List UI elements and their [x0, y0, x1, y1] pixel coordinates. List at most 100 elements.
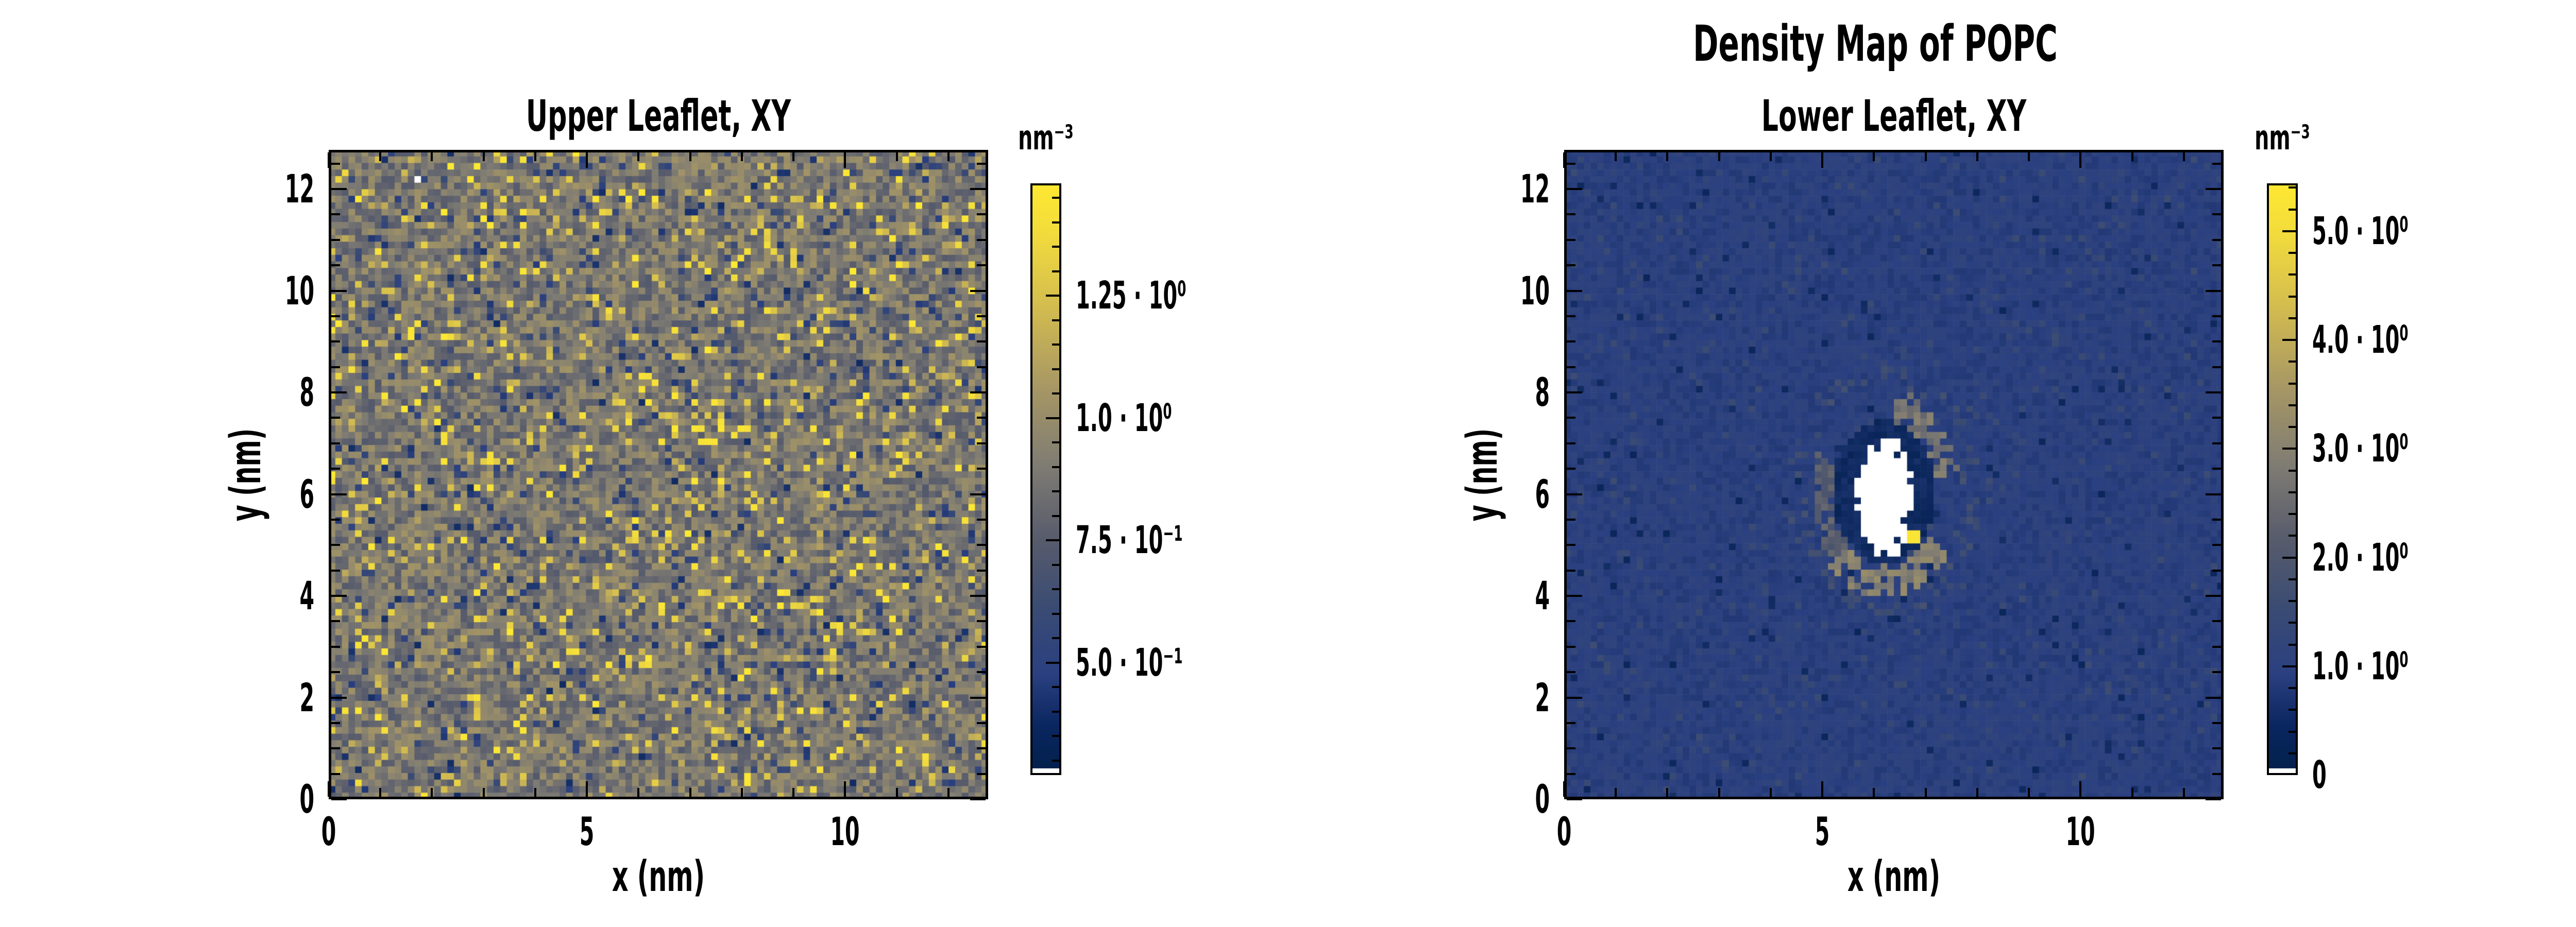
tick-mark [895, 152, 898, 161]
y-tick-label: 12 [260, 169, 314, 209]
tick-mark [2206, 289, 2221, 292]
colorbar-unit-text: nm⁻³ [1018, 118, 1074, 158]
tick-mark [1567, 493, 1582, 495]
tick-mark [2212, 671, 2221, 674]
tick-mark [977, 442, 986, 444]
tick-mark [2212, 315, 2221, 317]
tick-mark [331, 645, 340, 648]
tick-mark [331, 696, 347, 699]
y-tick-label: 4 [287, 576, 314, 615]
x-tick-label-text: 10 [2065, 809, 2095, 854]
panel-title: Upper Leaflet, XY [445, 94, 872, 138]
y-tick-label-text: 0 [299, 776, 314, 822]
tick-mark [977, 569, 986, 572]
tick-mark [2206, 188, 2221, 191]
colorbar-unit-text: nm⁻³ [2255, 118, 2310, 158]
tick-mark [970, 493, 986, 495]
tick-mark [977, 671, 986, 674]
tick-mark [977, 264, 986, 267]
tick-mark [586, 781, 588, 797]
tick-mark [1615, 788, 1617, 797]
tick-mark [637, 788, 640, 797]
tick-mark [2289, 317, 2296, 319]
tick-mark [331, 569, 340, 572]
tick-mark [2289, 252, 2296, 254]
tick-mark [1567, 366, 1575, 368]
tick-mark [637, 152, 640, 161]
tick-mark [1052, 441, 1059, 444]
tick-mark [2212, 772, 2221, 775]
x-tick-label: 5 [1809, 812, 1836, 851]
tick-mark [2289, 469, 2296, 472]
tick-mark [1563, 781, 1565, 797]
y-tick-label-text: 6 [299, 471, 314, 517]
tick-mark [1052, 246, 1059, 248]
tick-mark [1567, 722, 1575, 724]
y-tick-label: 0 [1522, 780, 1550, 819]
colorbar-underflow-strip [2269, 768, 2296, 773]
x-tick-label-text: 0 [321, 809, 336, 854]
tick-mark [328, 781, 330, 797]
tick-mark [977, 213, 986, 216]
tick-mark [977, 366, 986, 368]
tick-mark [331, 238, 340, 241]
tick-mark [331, 722, 340, 724]
colorbar-tick-label: 3.0 · 10⁰ [2312, 430, 2490, 468]
tick-mark [331, 747, 340, 750]
y-tick-label-text: 10 [284, 267, 314, 314]
tick-mark [1567, 595, 1582, 597]
x-tick-label: 0 [315, 812, 343, 851]
colorbar-tick-label-text: 4.0 · 10⁰ [2312, 318, 2409, 363]
tick-mark [331, 264, 340, 267]
tick-mark [977, 645, 986, 648]
y-tick-label-text: 4 [1535, 573, 1550, 619]
tick-mark [379, 788, 382, 797]
tick-mark [2182, 788, 2185, 797]
tick-mark [534, 788, 536, 797]
y-tick-label-text: 2 [299, 674, 314, 720]
tick-mark [1924, 152, 1927, 161]
x-tick-label-text: 0 [1556, 809, 1572, 854]
colorbar-tick-label: 5.0 · 10⁰ [2312, 212, 2490, 250]
tick-mark [970, 696, 986, 699]
tick-mark [2028, 788, 2030, 797]
tick-mark [2212, 417, 2221, 419]
tick-mark [2212, 544, 2221, 546]
tick-mark [1052, 490, 1059, 493]
tick-mark [2206, 391, 2221, 394]
y-tick-label: 6 [1522, 471, 1550, 517]
y-tick-label: 2 [287, 678, 314, 717]
tick-mark [331, 595, 347, 597]
tick-mark [970, 188, 986, 191]
tick-mark [431, 152, 433, 161]
x-axis-label-text: x (nm) [612, 852, 705, 901]
x-tick-label-text: 5 [579, 809, 595, 854]
tick-mark [1567, 315, 1575, 317]
y-tick-label-text: 6 [1535, 471, 1550, 517]
tick-mark [2289, 643, 2296, 646]
tick-mark [1567, 518, 1575, 521]
tick-mark [2212, 162, 2221, 165]
tick-mark [1567, 620, 1575, 623]
x-axis-label-text: x (nm) [1847, 852, 1941, 901]
tick-mark [379, 152, 382, 161]
tick-mark [2289, 578, 2296, 580]
x-tick-label: 5 [573, 812, 601, 851]
tick-mark [2289, 382, 2296, 385]
tick-mark [2282, 556, 2296, 559]
tick-mark [331, 366, 340, 368]
tick-mark [1052, 197, 1059, 199]
tick-mark [977, 340, 986, 343]
tick-mark [1567, 213, 1575, 216]
tick-mark [895, 788, 898, 797]
tick-mark [1718, 788, 1720, 797]
tick-mark [1052, 686, 1059, 689]
tick-mark [1046, 539, 1059, 542]
tick-mark [2289, 622, 2296, 624]
tick-mark [2289, 752, 2296, 754]
tick-mark [2212, 569, 2221, 572]
y-tick-label-text: 10 [1520, 267, 1550, 314]
tick-mark [1567, 417, 1575, 419]
tick-mark [977, 747, 986, 750]
colorbar-tick-label-text: 1.0 · 10⁰ [2312, 644, 2409, 689]
